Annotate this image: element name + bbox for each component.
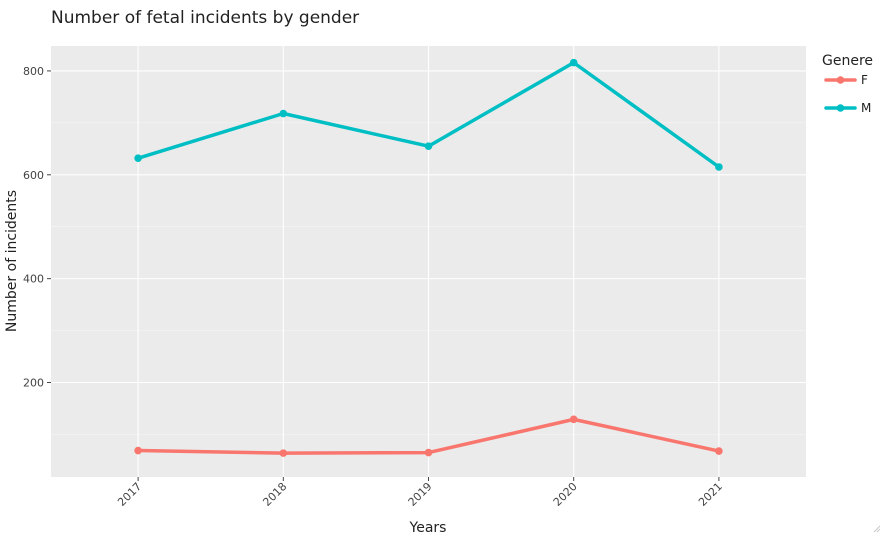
chart-title: Number of fetal incidents by gender bbox=[51, 8, 359, 28]
y-tick-label: 400 bbox=[23, 273, 44, 286]
legend-title: Genere bbox=[822, 53, 873, 69]
data-point-f[interactable] bbox=[424, 448, 433, 457]
x-tick-label: 2018 bbox=[260, 480, 289, 509]
data-point-f[interactable] bbox=[134, 446, 142, 455]
data-point-f[interactable] bbox=[569, 415, 578, 424]
legend-marker-f bbox=[836, 76, 845, 84]
x-tick-label: 2020 bbox=[551, 480, 580, 509]
y-tick-label: 200 bbox=[23, 376, 44, 389]
x-tick-label: 2019 bbox=[406, 480, 435, 509]
data-point-m[interactable] bbox=[569, 58, 578, 67]
legend[interactable]: Genere FM bbox=[822, 53, 873, 115]
y-tick-label: 800 bbox=[23, 65, 44, 78]
y-axis-title: Number of incidents bbox=[4, 190, 20, 332]
legend-item-f[interactable]: F bbox=[824, 73, 868, 87]
x-axis-title: Years bbox=[409, 520, 447, 536]
gridlines bbox=[51, 46, 806, 477]
data-point-f[interactable] bbox=[715, 447, 723, 455]
data-point-m[interactable] bbox=[715, 163, 723, 171]
legend-label-m: M bbox=[861, 101, 871, 115]
resize-grip-icon[interactable] bbox=[873, 525, 881, 533]
y-axis: 200 400 600 800 bbox=[23, 65, 51, 389]
x-tick-label: 2017 bbox=[115, 480, 144, 509]
x-tick-label: 2021 bbox=[696, 480, 725, 509]
data-point-m[interactable] bbox=[134, 154, 142, 162]
data-point-m[interactable] bbox=[424, 142, 433, 151]
y-tick-label: 600 bbox=[23, 169, 44, 182]
data-point-f[interactable] bbox=[279, 449, 288, 457]
legend-marker-m bbox=[836, 104, 845, 112]
legend-item-m[interactable]: M bbox=[824, 101, 871, 115]
series-layer bbox=[134, 58, 723, 457]
data-point-m[interactable] bbox=[279, 109, 288, 118]
x-axis: 2017 2018 2019 2020 2021 bbox=[115, 477, 725, 509]
legend-label-f: F bbox=[861, 73, 868, 87]
